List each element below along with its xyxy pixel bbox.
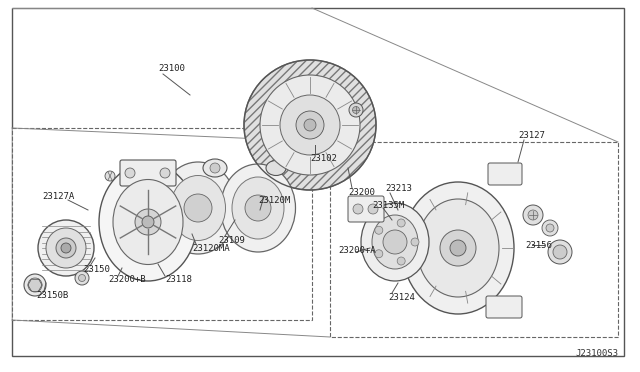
Text: 23200+B: 23200+B	[108, 276, 146, 285]
Ellipse shape	[203, 159, 227, 177]
Text: 23120MA: 23120MA	[192, 244, 230, 253]
Circle shape	[553, 245, 567, 259]
Ellipse shape	[417, 199, 499, 297]
Bar	[12, 128, 312, 320]
FancyBboxPatch shape	[486, 296, 522, 318]
Circle shape	[135, 209, 161, 235]
Circle shape	[79, 275, 86, 282]
Circle shape	[28, 278, 42, 292]
Text: J23100S3: J23100S3	[575, 349, 618, 358]
Ellipse shape	[159, 162, 237, 254]
Circle shape	[184, 194, 212, 222]
Circle shape	[542, 220, 558, 236]
Circle shape	[440, 230, 476, 266]
Circle shape	[210, 163, 220, 173]
Circle shape	[397, 257, 405, 265]
Circle shape	[245, 195, 271, 221]
Text: 23102: 23102	[310, 154, 337, 163]
Circle shape	[375, 226, 383, 234]
Text: 23109: 23109	[218, 235, 245, 244]
Ellipse shape	[232, 177, 284, 239]
FancyBboxPatch shape	[348, 196, 384, 222]
Ellipse shape	[99, 163, 197, 281]
Text: 23200+A: 23200+A	[338, 246, 376, 254]
Ellipse shape	[266, 160, 286, 176]
Circle shape	[280, 95, 340, 155]
Ellipse shape	[244, 60, 376, 190]
Circle shape	[160, 168, 170, 178]
FancyBboxPatch shape	[120, 160, 176, 186]
Circle shape	[450, 240, 466, 256]
Circle shape	[353, 106, 360, 113]
Circle shape	[523, 205, 543, 225]
Circle shape	[38, 220, 94, 276]
Ellipse shape	[361, 203, 429, 281]
Circle shape	[548, 240, 572, 264]
Text: 23127A: 23127A	[42, 192, 74, 201]
Circle shape	[24, 274, 46, 296]
Circle shape	[46, 228, 86, 268]
Circle shape	[61, 243, 71, 253]
Circle shape	[142, 216, 154, 228]
Text: 23200: 23200	[348, 187, 375, 196]
Circle shape	[383, 230, 407, 254]
Text: 23213: 23213	[385, 183, 412, 192]
Circle shape	[353, 204, 363, 214]
Circle shape	[56, 238, 76, 258]
Text: 23100: 23100	[158, 64, 185, 73]
FancyBboxPatch shape	[488, 163, 522, 185]
Circle shape	[260, 75, 360, 175]
Circle shape	[105, 171, 115, 181]
Text: 23118: 23118	[165, 276, 192, 285]
Text: 23150B: 23150B	[36, 291, 68, 299]
Circle shape	[125, 168, 135, 178]
Ellipse shape	[170, 176, 225, 241]
Text: 23124: 23124	[388, 294, 415, 302]
Circle shape	[75, 271, 89, 285]
Circle shape	[304, 119, 316, 131]
Text: 23127: 23127	[518, 131, 545, 140]
Ellipse shape	[221, 164, 296, 252]
Circle shape	[528, 210, 538, 220]
Ellipse shape	[113, 180, 183, 264]
Circle shape	[397, 219, 405, 227]
Circle shape	[375, 250, 383, 258]
Circle shape	[411, 238, 419, 246]
Text: 23135M: 23135M	[372, 201, 404, 209]
Text: 23150: 23150	[83, 266, 110, 275]
Ellipse shape	[402, 182, 514, 314]
Ellipse shape	[372, 215, 418, 269]
Circle shape	[349, 103, 363, 117]
Text: 23156: 23156	[525, 241, 552, 250]
Circle shape	[296, 111, 324, 139]
Text: 23120M: 23120M	[258, 196, 291, 205]
Circle shape	[368, 204, 378, 214]
Bar	[330, 142, 618, 337]
Circle shape	[546, 224, 554, 232]
